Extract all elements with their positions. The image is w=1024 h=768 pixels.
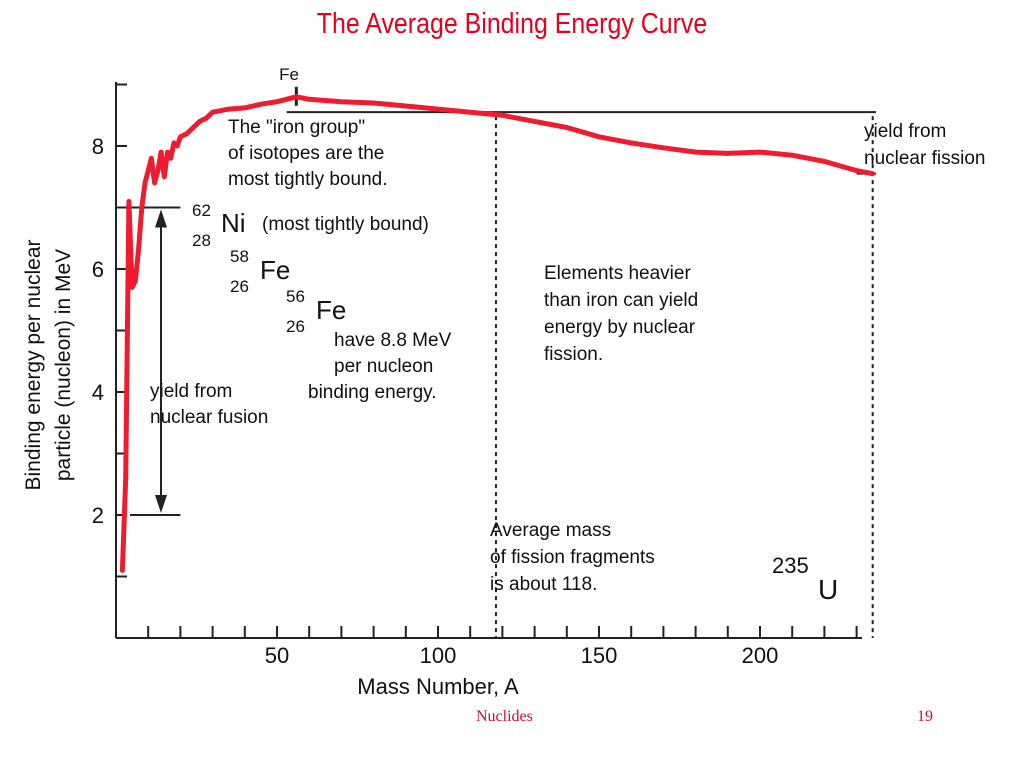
y-axis-title: Binding energy per nuclear particle (nucl… — [22, 239, 75, 490]
x-tick-label: 50 — [265, 643, 289, 668]
iron-group-note: The "iron group" — [228, 117, 365, 138]
page-number: 19 — [917, 708, 933, 725]
fe58-symbol: Fe — [260, 255, 290, 285]
binding-note-line: binding energy. — [308, 382, 437, 403]
ni62-atomic-number: 28 — [192, 231, 211, 250]
footer-label: Nuclides — [476, 708, 533, 725]
fusion-note: nuclear fusion — [150, 407, 268, 428]
chart-curve — [119, 94, 876, 573]
y-tick-label: 8 — [92, 134, 104, 159]
binding-note-line: have 8.8 MeV — [334, 330, 452, 351]
fusion-arrow-up-head — [155, 209, 167, 228]
fission-note: yield from — [864, 121, 946, 142]
slide-title: The Average Binding Energy Curve — [316, 8, 708, 40]
fusion-arrow-down-head — [155, 495, 167, 513]
u235-symbol: U — [818, 574, 838, 605]
heavier-elements-note: energy by nuclear — [544, 317, 696, 338]
heavier-elements-note: than iron can yield — [544, 290, 698, 311]
fusion-note: yield from — [150, 381, 232, 402]
iron-group-note: of isotopes are the — [228, 143, 384, 164]
y-tick-label: 4 — [92, 380, 104, 405]
heavier-elements-note: fission. — [544, 344, 603, 365]
y-tick-label: 6 — [92, 257, 104, 282]
fe58-atomic-number: 26 — [230, 277, 249, 296]
chart-axes — [115, 82, 862, 639]
ni62-note: (most tightly bound) — [262, 214, 429, 235]
fe56-atomic-number: 26 — [286, 317, 305, 336]
iron-group-note: most tightly bound. — [228, 169, 387, 190]
u235-mass-number: 235 — [772, 553, 809, 578]
y-tick-label: 2 — [92, 503, 104, 528]
x-tick-label: 100 — [420, 643, 457, 668]
x-tick-label: 200 — [742, 643, 779, 668]
x-axis-title: Mass Number, A — [357, 674, 519, 699]
chart-annotations: Fe The "iron group" of isotopes are the mos… — [150, 65, 985, 605]
chart-ticks: 50 100 150 200 2 4 6 8 Mass Number, A Binding ene… — [22, 83, 858, 699]
ni62-symbol: Ni — [221, 208, 246, 238]
fe-peak-label: Fe — [279, 65, 299, 84]
ni62-mass-number: 62 — [192, 201, 211, 220]
fission-fragments-note: is about 118. — [490, 574, 597, 595]
fe58-mass-number: 58 — [230, 247, 249, 266]
y-axis-title-line: particle (nucleon) in MeV — [52, 249, 75, 481]
fe56-symbol: Fe — [316, 295, 346, 325]
y-axis-title-line: Binding energy per nuclear — [22, 239, 45, 490]
fe56-mass-number: 56 — [286, 287, 305, 306]
x-tick-label: 150 — [581, 643, 618, 668]
heavier-elements-note: Elements heavier — [544, 263, 691, 284]
fission-note: nuclear fission — [864, 148, 985, 169]
fission-fragments-note: Average mass — [490, 520, 611, 541]
fission-fragments-note: of fission fragments — [490, 547, 655, 568]
binding-energy-curve — [119, 94, 876, 573]
binding-note-line: per nucleon — [334, 356, 433, 377]
